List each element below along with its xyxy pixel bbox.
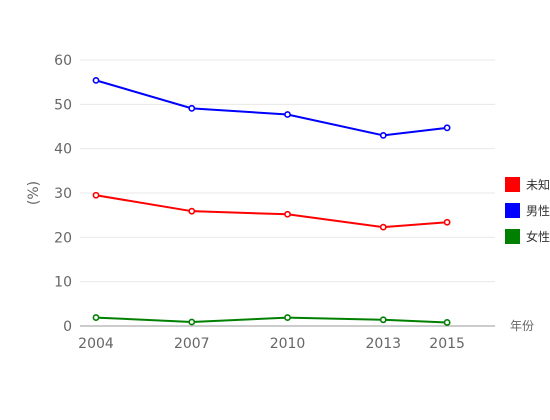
series-line — [95, 316, 448, 324]
y-tick-label: 20 — [54, 230, 72, 246]
legend-swatch — [505, 203, 520, 218]
data-point — [92, 191, 100, 199]
y-tick-label: 50 — [54, 97, 72, 113]
legend-label: 未知 — [526, 178, 550, 192]
y-tick-label: 0 — [63, 319, 72, 335]
legend-label: 女性 — [526, 229, 550, 244]
x-tick-label: 2007 — [174, 336, 210, 352]
x-tick-label: 2004 — [78, 336, 114, 352]
data-point — [379, 316, 387, 324]
data-point — [92, 314, 100, 321]
data-point — [92, 76, 100, 84]
data-point — [379, 223, 387, 231]
grid-lines — [80, 59, 495, 283]
y-axis-title: (%) — [26, 181, 42, 205]
y-tick-label: 60 — [54, 53, 72, 69]
y-tick-label: 10 — [54, 275, 72, 291]
legend-swatch — [505, 177, 520, 192]
data-point — [284, 111, 291, 118]
series-line — [95, 194, 448, 229]
x-tick-label: 2013 — [365, 336, 401, 352]
data-point — [443, 319, 451, 326]
x-tick-labels: 2004 2007 2010 2013 2015 — [78, 336, 465, 352]
x-tick-label: 2015 — [429, 336, 465, 352]
series-line — [95, 79, 448, 137]
y-tick-label: 40 — [54, 142, 72, 158]
data-point — [284, 314, 291, 321]
series-1 — [92, 191, 451, 231]
data-point — [188, 104, 196, 112]
x-tick-label: 2010 — [270, 336, 306, 352]
axes: (%) 年份 — [26, 181, 534, 333]
series-3 — [92, 314, 451, 326]
x-axis-unit-label: 年份 — [510, 319, 534, 333]
series-2 — [92, 76, 451, 139]
data-point — [188, 318, 196, 326]
y-tick-label: 30 — [54, 186, 72, 202]
legend-label: 男性 — [526, 204, 550, 218]
data-point — [284, 210, 291, 218]
data-point — [443, 218, 451, 226]
data-point — [443, 124, 451, 132]
y-tick-labels: 0 10 20 30 40 50 60 — [54, 53, 72, 335]
data-point — [188, 207, 196, 215]
legend-item: 男性 — [505, 203, 550, 218]
series-lines — [92, 76, 451, 326]
data-point — [379, 131, 387, 139]
legend-item: 未知 — [505, 177, 550, 192]
legend-item: 女性 — [505, 229, 550, 244]
legend-swatch — [505, 229, 520, 244]
